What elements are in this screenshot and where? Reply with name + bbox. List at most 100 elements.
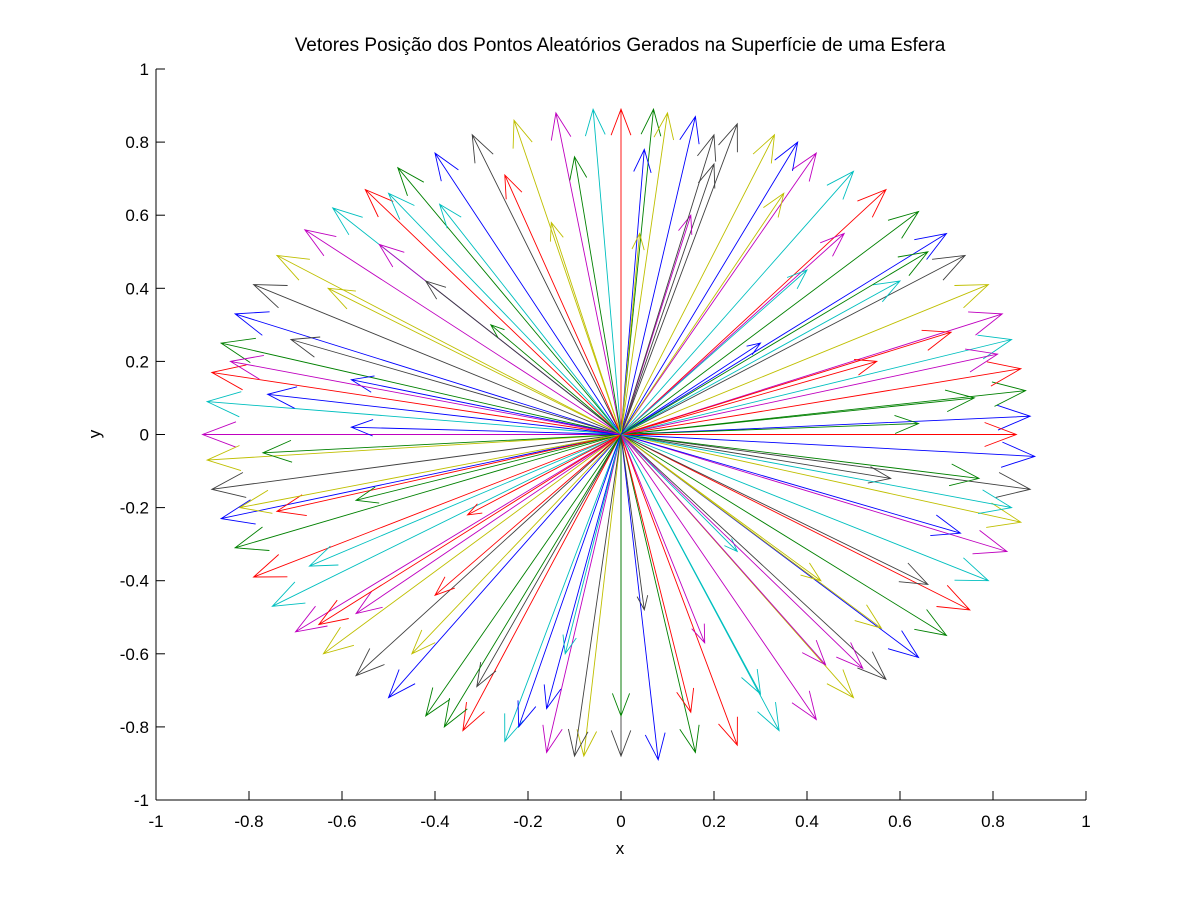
vector-arrow: [620, 434, 818, 721]
vector-arrow: [354, 434, 622, 504]
vector-arrow: [294, 434, 622, 633]
x-tick-label: 0.4: [795, 812, 819, 831]
vector-arrow: [620, 434, 827, 666]
vector-arrow: [620, 434, 887, 681]
vector-arrow: [620, 434, 1037, 468]
vector-arrow: [567, 434, 622, 758]
x-tick-label: 0.2: [702, 812, 726, 831]
vector-arrow: [620, 434, 981, 487]
vector-arrow: [620, 434, 762, 696]
vector-arrow: [308, 434, 622, 567]
vector-arrow: [210, 364, 622, 435]
vector-arrow: [620, 280, 902, 435]
vector-arrow: [261, 434, 622, 463]
vector-arrow: [620, 170, 855, 435]
vector-arrow: [562, 434, 622, 656]
vector-arrow: [620, 434, 1023, 528]
x-axis-ticks: -1 -0.8 -0.6 -0.4 -0.2 0 0.2 0.4 0.6 0.8 1: [148, 791, 1091, 831]
x-tick-label: 0: [616, 812, 625, 831]
vector-arrow: [489, 323, 622, 435]
vector-arrow: [550, 111, 622, 435]
vector-arrow: [620, 133, 776, 435]
vector-arrow: [229, 354, 622, 435]
vector-arrow: [355, 434, 622, 677]
vector-arrow: [620, 115, 700, 435]
vector-arrow: [620, 434, 948, 637]
vector-arrow: [620, 434, 738, 747]
vector-arrow: [620, 434, 1009, 555]
vector-arrow: [434, 434, 622, 597]
vector-arrow: [471, 133, 622, 435]
vector-arrow: [620, 414, 920, 435]
vector-arrow: [610, 107, 632, 435]
vector-field: [201, 107, 1037, 762]
vector-arrow: [620, 148, 652, 435]
vector-arrow: [424, 434, 622, 717]
vector-arrow: [620, 434, 962, 537]
vector-arrow: [620, 434, 930, 585]
vector-arrow: [210, 434, 622, 498]
vector-arrow: [201, 421, 621, 448]
y-tick-label: 0.6: [125, 206, 149, 225]
vector-arrow: [620, 342, 762, 435]
vector-arrow: [266, 386, 622, 435]
vector-arrow: [620, 269, 808, 435]
vector-arrow: [620, 434, 990, 582]
vector-arrow: [322, 434, 622, 655]
chart-title: Vetores Posição dos Pontos Aleatórios Ge…: [295, 35, 946, 56]
vector-arrow: [205, 391, 622, 435]
vector-arrow: [326, 287, 622, 435]
vector-arrow: [303, 229, 622, 435]
vector-arrow: [620, 232, 948, 435]
vector-arrow: [620, 141, 799, 435]
vector-arrow: [275, 254, 622, 435]
x-tick-label: -0.6: [327, 812, 356, 831]
x-tick-label: 0.6: [888, 812, 912, 831]
vector-arrow: [620, 254, 967, 435]
vector-arrow: [354, 434, 622, 615]
y-tick-label: 0.2: [125, 352, 149, 371]
vector-arrow: [620, 434, 1032, 498]
x-tick-label: 1: [1081, 812, 1090, 831]
vector-arrow: [620, 210, 920, 435]
vector-arrow: [620, 192, 785, 435]
vector-arrow: [620, 404, 1032, 435]
vector-arrow: [620, 133, 717, 435]
vector-arrow: [252, 434, 622, 578]
vector-arrow: [275, 434, 622, 517]
vector-arrow: [620, 284, 990, 435]
x-tick-label: 0.8: [981, 812, 1005, 831]
vector-arrow: [443, 434, 622, 728]
vector-arrow: [364, 188, 622, 435]
vector-arrow: [549, 221, 622, 435]
vector-arrow: [620, 434, 649, 612]
y-axis-label: y: [85, 429, 104, 438]
vector-arrow: [620, 434, 864, 670]
vector-arrow: [620, 361, 1023, 435]
vector-arrow: [462, 434, 622, 732]
vector-arrow: [410, 434, 622, 655]
vector-arrow: [620, 434, 695, 714]
vector-arrow: [387, 434, 622, 699]
x-tick-label: -1: [148, 812, 163, 831]
x-tick-label: -0.4: [420, 812, 449, 831]
vector-arrow: [219, 337, 622, 435]
vector-arrow: [611, 434, 631, 718]
x-axis-label: x: [616, 839, 625, 858]
vector-arrow: [387, 192, 622, 435]
vector-arrow: [620, 111, 675, 435]
vector-arrow: [620, 329, 953, 435]
vector-arrow: [350, 375, 622, 435]
vector-arrow: [233, 434, 622, 551]
vector-arrow: [542, 434, 622, 754]
vector-arrow: [576, 434, 622, 758]
vector-arrow: [620, 434, 700, 754]
vector-arrow: [396, 166, 622, 435]
x-tick-label: -0.2: [513, 812, 542, 831]
vector-arrow: [620, 359, 879, 435]
vector-arrow: [238, 434, 622, 514]
vector-arrow: [620, 434, 1013, 515]
vector-arrow: [620, 311, 1004, 435]
vector-arrow: [620, 434, 666, 762]
